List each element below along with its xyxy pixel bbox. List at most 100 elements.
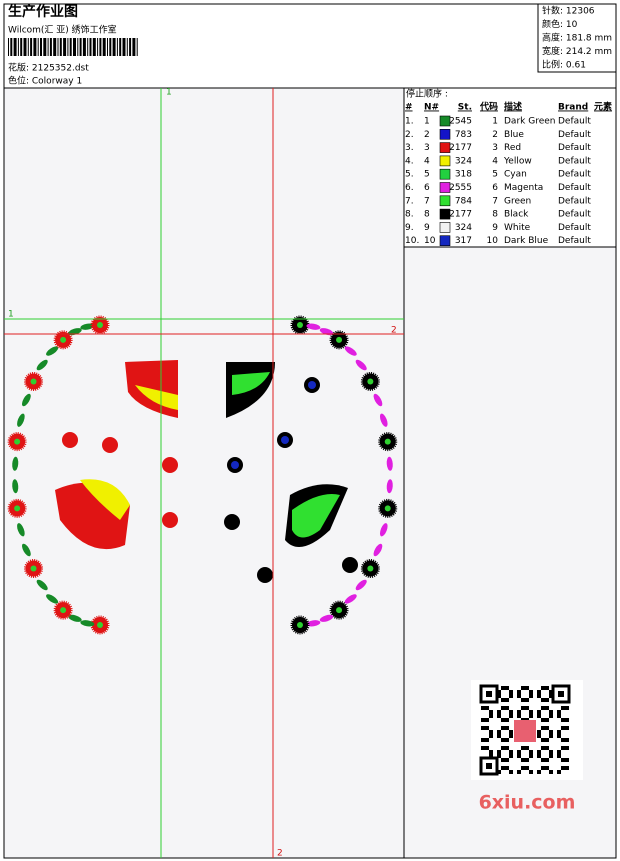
qr-cell [549, 750, 553, 754]
qr-cell [497, 770, 501, 774]
bar-stripe [122, 38, 126, 56]
bar-stripe [13, 38, 17, 56]
flower-center [367, 378, 374, 385]
table-cell: Default [558, 117, 591, 127]
table-title: 停止顺序 : [406, 88, 448, 100]
flower-center [30, 565, 37, 572]
table-cell: Default [558, 196, 591, 206]
bar-stripe [99, 38, 102, 56]
flower [62, 432, 78, 448]
qr-cell [521, 766, 525, 770]
leaf [17, 413, 25, 427]
table-cell: 7 [424, 196, 430, 206]
table-cell: 10 [424, 236, 436, 246]
table-cell: White [504, 223, 531, 233]
qr-cell [565, 746, 569, 750]
leaf [22, 393, 31, 407]
info-line: 宽度: 214.2 mm [542, 45, 612, 57]
qr-cell [485, 726, 489, 730]
bar-stripe [116, 38, 118, 56]
qr-cell [541, 766, 545, 770]
flower-center [384, 438, 391, 445]
embroidery-design [7, 315, 398, 635]
colorway: 色位: Colorway 1 [8, 75, 82, 87]
leaf [355, 359, 367, 371]
table-cell: Blue [504, 130, 524, 140]
qr-cell [549, 690, 553, 694]
qr-cell [529, 750, 533, 754]
leaf [68, 614, 82, 622]
column-header: 描述 [504, 101, 522, 113]
table-cell: 2 [492, 130, 498, 140]
qr-cell [529, 694, 533, 698]
bar-stripe [49, 38, 52, 56]
table-cell: 7. [405, 196, 414, 206]
qr-cell [481, 746, 485, 750]
table-cell: Default [558, 223, 591, 233]
bar-stripe [40, 38, 42, 56]
qr-cell [501, 738, 505, 742]
guide-label: 1 [8, 310, 14, 320]
bar-stripe [37, 38, 39, 56]
qr-cell [537, 690, 541, 694]
design-file: 花版: 2125352.dst [8, 62, 89, 74]
barcode [8, 38, 138, 56]
leaf [355, 579, 367, 591]
doc-title: 生产作业图 [8, 3, 78, 20]
info-line: 高度: 181.8 mm [542, 32, 612, 44]
wing [232, 372, 270, 395]
table-cell: 5. [405, 170, 414, 180]
qr-cell [549, 734, 553, 738]
leaf [17, 523, 25, 537]
color-swatch [439, 208, 451, 220]
qr-cell [545, 738, 549, 742]
qr-cell [545, 746, 549, 750]
column-header: 元素 [594, 101, 612, 113]
qr-cell [509, 770, 513, 774]
leaf [379, 523, 388, 537]
table-cell: 6 [424, 183, 430, 193]
leaf [12, 479, 19, 494]
info-line: 比例: 0.61 [542, 59, 586, 71]
qr-cell [537, 750, 541, 754]
bar-stripe [33, 38, 37, 56]
qr-cell [549, 770, 553, 774]
qr-cell [485, 706, 489, 710]
table-cell: 10 [487, 236, 499, 246]
bar-stripe [102, 38, 106, 56]
qr-cell [517, 714, 521, 718]
guide-label: 1 [166, 88, 172, 98]
qr-cell [517, 694, 521, 698]
bar-stripe [20, 38, 23, 56]
qr-cell [501, 746, 505, 750]
qr-cell [529, 770, 533, 774]
bar-stripe [59, 38, 62, 56]
bar-stripe [8, 38, 9, 56]
guide-label: 2 [277, 849, 283, 859]
qr-cell [517, 750, 521, 754]
flower-center [384, 505, 391, 512]
qr-cell [505, 758, 509, 762]
bar-stripe [97, 38, 99, 56]
qr-cell [541, 726, 545, 730]
qr-cell [497, 750, 501, 754]
qr-cell [501, 706, 505, 710]
qr-cell [549, 710, 553, 714]
qr-cell [521, 758, 525, 762]
table-cell: 6. [405, 183, 414, 193]
qr-cell [521, 706, 525, 710]
qr-cell [505, 686, 509, 690]
flower [162, 457, 178, 473]
leaf [306, 323, 321, 330]
qr-cell [509, 690, 513, 694]
bar-stripe [112, 38, 116, 56]
table-cell: 324 [455, 223, 472, 233]
qr-cell [521, 686, 525, 690]
flower-center [60, 336, 67, 343]
table-cell: Yellow [503, 156, 532, 166]
table-cell: 9 [492, 223, 498, 233]
table-cell: 784 [455, 196, 472, 206]
wing [292, 494, 340, 538]
color-swatch [439, 195, 451, 207]
leaf [319, 614, 334, 622]
